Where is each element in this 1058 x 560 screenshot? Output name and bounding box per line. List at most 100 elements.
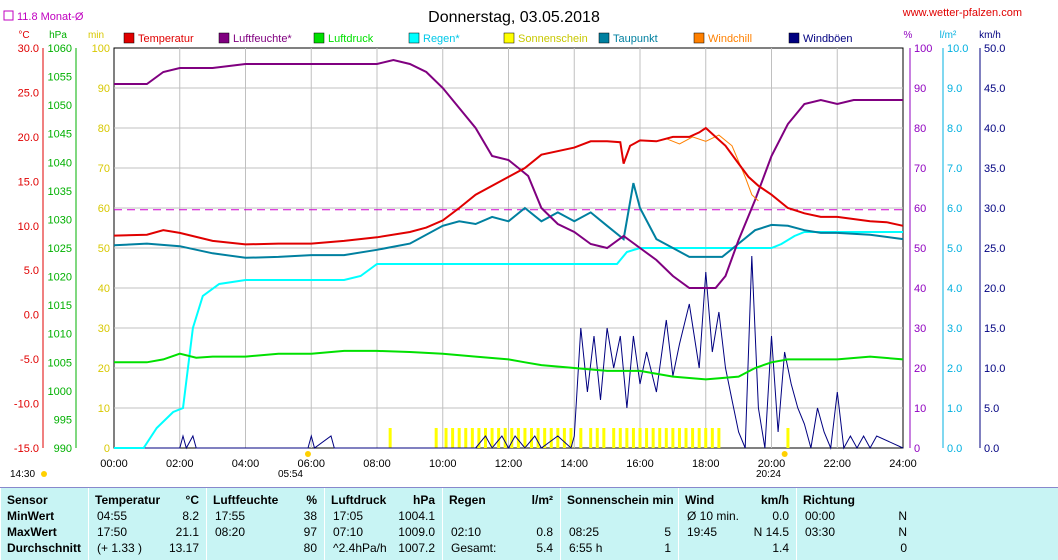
rain-tick-label: 3.0	[947, 323, 962, 335]
sunshine-bar	[523, 428, 527, 448]
table-cell-time: 6:55 h	[569, 541, 603, 555]
sun-tick-label: 70	[98, 163, 110, 175]
rain-tick-label: 4.0	[947, 283, 962, 295]
sun-tick-label: 60	[98, 203, 110, 215]
legend-label: Luftdruck	[328, 33, 374, 45]
sun-marker-icon	[781, 451, 788, 457]
temp-tick-label: 15.0	[18, 176, 39, 188]
sunshine-bar	[543, 428, 547, 448]
table-cell-time: ^2.4hPa/h	[333, 541, 387, 555]
table-cell-value: N	[898, 525, 907, 539]
temp-tick-label: -5.0	[20, 354, 39, 366]
table-cell-value: 80	[303, 541, 317, 555]
series-line-windchill	[666, 134, 759, 202]
series-line-luftfeuchte	[114, 58, 903, 289]
sunshine-bar	[645, 428, 649, 448]
rain-tick-label: 7.0	[947, 163, 962, 175]
sunshine-bar	[786, 428, 790, 448]
legend-swatch	[408, 32, 420, 44]
table-column: Richtung 00:00 N 03:30 N 0	[796, 488, 915, 560]
table-column: Wind km/h Ø 10 min. 0.0 19:45 N 14.5 1.4	[678, 488, 797, 560]
pressure-tick-label: 990	[54, 443, 72, 455]
sunshine-bar	[651, 428, 655, 448]
table-header: Sensor	[7, 493, 48, 507]
wind-tick-label: 5.0	[984, 403, 999, 415]
humidity-tick-label: 10	[914, 403, 926, 415]
x-tick-label: 14:00	[560, 458, 588, 470]
humidity-tick-label: 80	[914, 123, 926, 135]
temp-tick-label: 5.0	[24, 265, 39, 277]
x-tick-label: 04:00	[232, 458, 260, 470]
rain-tick-label: 1.0	[947, 403, 962, 415]
sun-axis-unit: min	[88, 30, 104, 41]
table-cell-value: 1	[664, 541, 671, 555]
legend-swatch	[693, 32, 705, 44]
sunshine-bar	[497, 428, 501, 448]
sunshine-bar	[612, 428, 616, 448]
table-cell-time: 07:10	[333, 525, 364, 539]
table-cell-value: N	[898, 509, 907, 523]
rain-tick-label: 8.0	[947, 123, 962, 135]
wind-tick-label: 15.0	[984, 323, 1005, 335]
sunshine-bar	[691, 428, 695, 448]
legend-label: Windböen	[803, 33, 853, 45]
table-cell-value: 0.8	[536, 525, 553, 539]
sunshine-bar	[562, 428, 566, 448]
sunshine-bar	[530, 428, 534, 448]
legend-label: Windchill	[708, 33, 752, 45]
sunshine-bar	[697, 428, 701, 448]
table-cell-time: 17:50	[97, 525, 128, 539]
sunshine-bar	[569, 428, 573, 448]
sunshine-bar	[589, 428, 593, 448]
wind-tick-label: 20.0	[984, 283, 1005, 295]
x-tick-label: 24:00	[889, 458, 917, 470]
humidity-axis-unit: %	[904, 30, 913, 41]
sun-tick-label: 30	[98, 323, 110, 335]
legend-swatch	[598, 32, 610, 44]
pressure-tick-label: 1015	[48, 300, 72, 312]
pressure-tick-label: 1005	[48, 357, 72, 369]
sunshine-bar	[579, 428, 583, 448]
rain-axis-unit: l/m²	[940, 30, 957, 41]
wind-tick-label: 10.0	[984, 363, 1005, 375]
monthly-avg-icon	[3, 10, 14, 21]
table-header-unit: °C	[185, 493, 199, 507]
pressure-axis-unit: hPa	[49, 30, 67, 41]
sunshine-bar	[536, 428, 540, 448]
table-header-unit: km/h	[760, 493, 789, 507]
sunshine-bar	[602, 428, 606, 448]
x-tick-label: 06:00	[297, 458, 325, 470]
table-cell-value: 1007.2	[398, 541, 435, 555]
table-cell-time: 08:20	[215, 525, 246, 539]
website-link[interactable]: www.wetter-pfalzen.com	[902, 7, 1022, 19]
monthly-avg-label: 11.8 Monat-Ø	[17, 11, 84, 23]
sunshine-bar	[503, 428, 507, 448]
weather-chart: Donnerstag, 03.05.2018 www.wetter-pfalze…	[3, 7, 1022, 480]
humidity-tick-label: 60	[914, 203, 926, 215]
sunshine-bar	[483, 428, 487, 448]
sun-time-label: 05:54	[278, 469, 303, 480]
wind-tick-label: 40.0	[984, 123, 1005, 135]
sun-tick-label: 90	[98, 83, 110, 95]
table-header-unit: l/m²	[531, 493, 553, 507]
table-cell-time: 02:10	[451, 525, 482, 539]
table-cell-time: 03:30	[805, 525, 836, 539]
table-cell-value: N 14.5	[753, 525, 789, 539]
temp-tick-label: -15.0	[14, 443, 39, 455]
pressure-tick-label: 1055	[48, 72, 72, 84]
wind-tick-label: 45.0	[984, 83, 1005, 95]
series-line-regen	[114, 231, 903, 449]
sunshine-bar	[510, 428, 514, 448]
table-cell-time: 08:25	[569, 525, 600, 539]
pressure-tick-label: 1050	[48, 100, 72, 112]
humidity-tick-label: 90	[914, 83, 926, 95]
table-cell-time: Gesamt:	[451, 541, 497, 555]
pressure-tick-label: 995	[54, 414, 72, 426]
rain-tick-label: 2.0	[947, 363, 962, 375]
sunshine-bar	[677, 428, 681, 448]
table-column: Regen l/m² 02:10 0.8 Gesamt: 5.4	[442, 488, 561, 560]
temp-tick-label: 0.0	[24, 310, 39, 322]
pressure-tick-label: 1020	[48, 272, 72, 284]
table-cell-value: 13.17	[168, 541, 199, 555]
table-header: Temperatur	[95, 493, 161, 507]
